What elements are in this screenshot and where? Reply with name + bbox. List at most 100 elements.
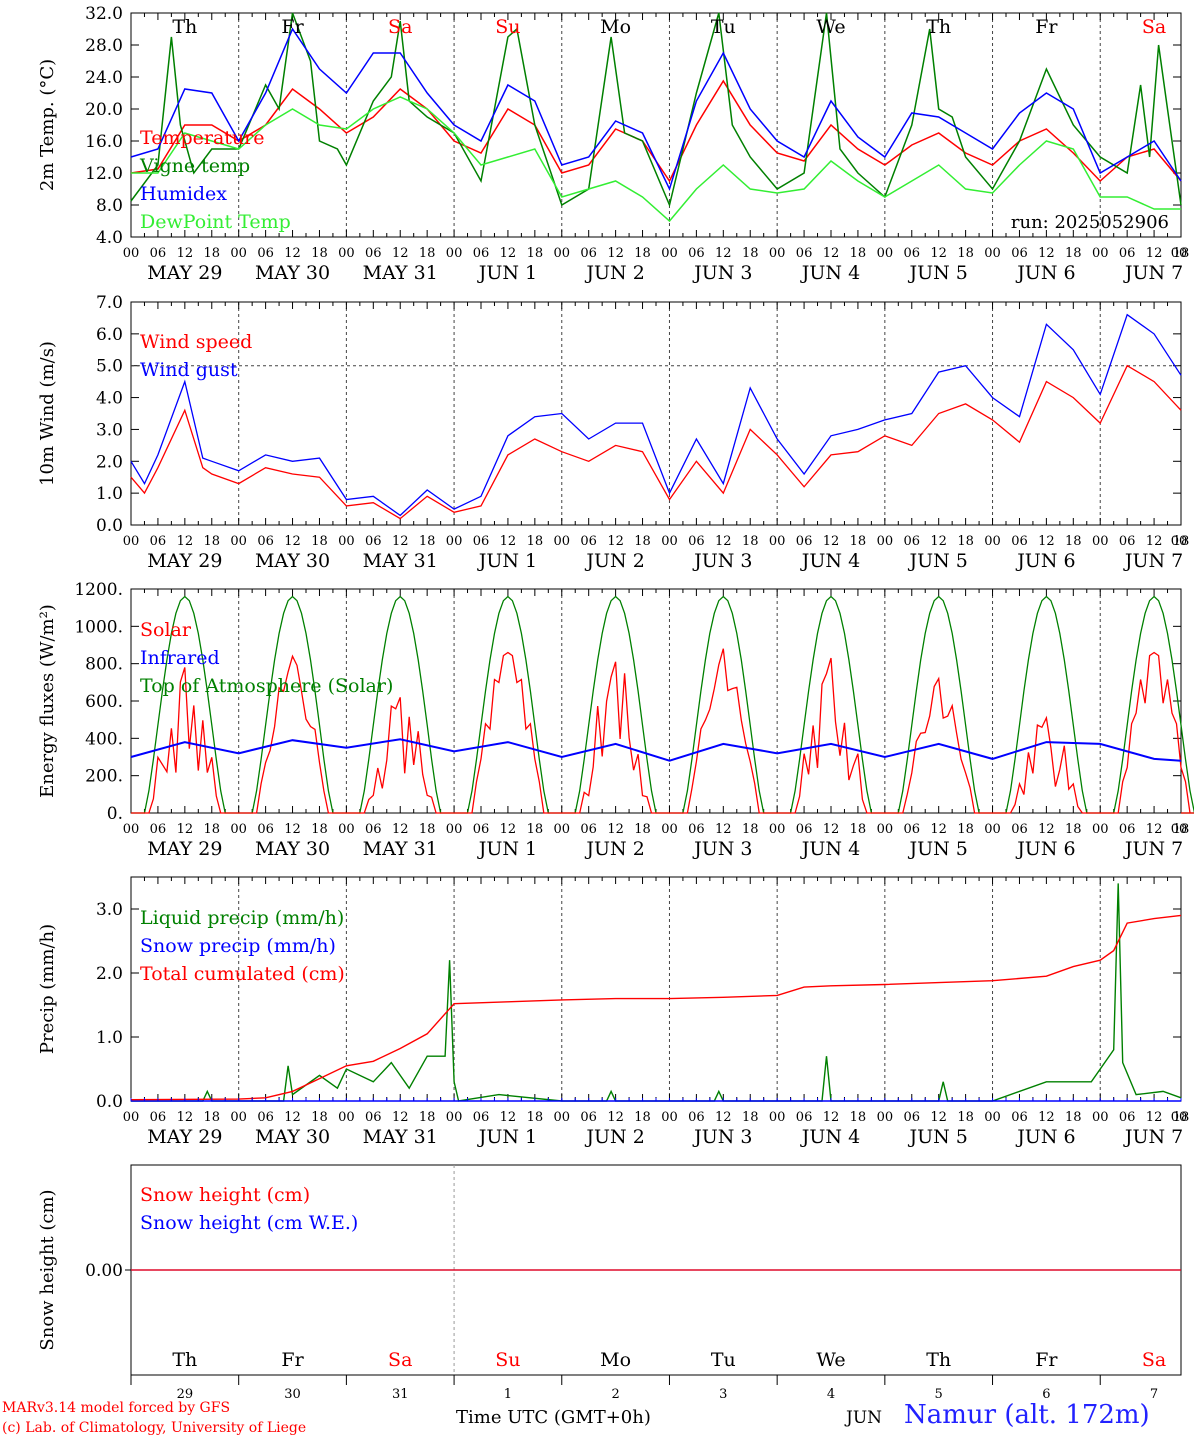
hour-tick-label: 12 <box>1038 246 1055 261</box>
hour-tick-label: 18 <box>203 246 220 261</box>
hour-tick-label: 00 <box>1092 1110 1109 1125</box>
date-label: JUN 6 <box>1015 550 1075 572</box>
series-humidex <box>130 27 1182 192</box>
hour-tick-label: 12 <box>392 1110 409 1125</box>
hour-tick-label: 00 <box>1092 534 1109 549</box>
series-wind-speed <box>130 364 1182 520</box>
date-label: MAY 31 <box>363 550 438 572</box>
day-abbrev: Fr <box>1035 16 1058 38</box>
y-axis-label-5: Snow height (cm) <box>37 1189 58 1350</box>
date-label: JUN 1 <box>477 838 537 860</box>
hour-tick-label: 06 <box>257 246 274 261</box>
hour-tick-label: 06 <box>1119 822 1136 837</box>
hour-tick-label: 06 <box>473 534 490 549</box>
date-label: JUN 7 <box>1123 262 1183 284</box>
hour-tick-label: 06 <box>796 822 813 837</box>
hour-tick-label: 00 <box>877 1110 894 1125</box>
hour-tick-label: 12 <box>930 246 947 261</box>
series-top-of-atmosphere-solar <box>131 595 1194 814</box>
hour-tick-label: 00 <box>769 822 786 837</box>
y-tick-label: 1.0 <box>96 1028 123 1048</box>
hour-tick-label: 12 <box>284 1110 301 1125</box>
hour-tick-label: 00 <box>661 246 678 261</box>
hour-tick-label: 18 <box>527 822 544 837</box>
day-abbrev-bottom: Fr <box>281 1349 304 1371</box>
day-number: 29 <box>177 1387 194 1402</box>
day-abbrev: Mo <box>600 16 631 38</box>
date-label: JUN 7 <box>1123 838 1183 860</box>
date-label: JUN 2 <box>584 838 644 860</box>
hour-tick-label: 00 <box>230 822 247 837</box>
legend-temperature: Temperature <box>140 127 264 149</box>
hour-tick-label: 06 <box>1119 246 1136 261</box>
hour-tick-label: 18 <box>203 1110 220 1125</box>
date-label: MAY 29 <box>147 838 222 860</box>
day-number: 31 <box>392 1387 409 1402</box>
date-label: JUN 3 <box>692 550 752 572</box>
legend-infrared: Infrared <box>140 647 220 669</box>
hour-tick-label: 12 <box>715 246 732 261</box>
run-label: run: 2025052906 <box>1011 212 1169 233</box>
y-tick-label: 5.0 <box>96 357 123 377</box>
date-label: MAY 31 <box>363 1126 438 1148</box>
y-axis-label-1: 2m Temp. (°C) <box>37 59 58 191</box>
y-tick-label: 3.0 <box>96 900 123 920</box>
date-label: JUN 1 <box>477 262 537 284</box>
y-axis-label-4: Precip (mm/h) <box>37 924 58 1054</box>
hour-tick-label: 12 <box>930 1110 947 1125</box>
y-tick-label: 24.0 <box>85 68 123 88</box>
hour-tick-label: 06 <box>580 246 597 261</box>
hour-tick-label: 00 <box>446 822 463 837</box>
hour-tick-label: 12 <box>1146 246 1163 261</box>
date-label: JUN 2 <box>584 262 644 284</box>
hour-tick-label: 00 <box>230 534 247 549</box>
hour-tick-label: 00 <box>553 1110 570 1125</box>
hour-tick-label: 18 <box>957 534 974 549</box>
hour-tick-label: 12 <box>715 822 732 837</box>
hour-tick-label: 06 <box>150 822 167 837</box>
hour-tick-label: 18 <box>311 822 328 837</box>
day-abbrev-bottom: We <box>816 1349 845 1371</box>
series-infrared <box>130 738 1182 762</box>
date-label: MAY 29 <box>147 1126 222 1148</box>
hour-tick-label: 18 <box>634 1110 651 1125</box>
date-label: MAY 31 <box>363 838 438 860</box>
y-tick-label: 20.0 <box>85 100 123 120</box>
day-number: 7 <box>1150 1387 1158 1402</box>
date-label: JUN 6 <box>1015 838 1075 860</box>
legend-vigne-temp: Vigne temp <box>139 155 250 177</box>
hour-tick-label: 12 <box>177 246 194 261</box>
hour-tick-label: 06 <box>150 534 167 549</box>
hour-tick-label: 12 <box>1146 822 1163 837</box>
hour-tick-label: 18 <box>850 1110 867 1125</box>
hour-tick-label: 12 <box>715 534 732 549</box>
hour-tick-label: 00 <box>123 1110 140 1125</box>
panel-frame-2 <box>130 301 1182 526</box>
legend-snow-precip-mm-h: Snow precip (mm/h) <box>140 935 336 957</box>
hour-tick-label: 00 <box>230 1110 247 1125</box>
hour-tick-label: 00 <box>123 822 140 837</box>
hour-tick-label: 00 <box>230 246 247 261</box>
month-label: JUN <box>846 1408 883 1428</box>
hour-tick-label: 12 <box>392 534 409 549</box>
hour-tick-label: 18 <box>203 822 220 837</box>
hour-tick-label: 00 <box>446 1110 463 1125</box>
hour-tick-label: 06 <box>688 246 705 261</box>
date-label: MAY 30 <box>255 262 330 284</box>
date-label: JUN 2 <box>584 550 644 572</box>
series-solar <box>131 648 1194 814</box>
hour-tick-label: 00 <box>123 534 140 549</box>
hour-tick-label: 18 <box>311 246 328 261</box>
hour-tick-label: 12 <box>715 1110 732 1125</box>
panel-frame-3 <box>130 588 1182 814</box>
day-abbrev-bottom: Mo <box>600 1349 631 1371</box>
hour-tick-label: 06 <box>1011 822 1028 837</box>
hour-tick-label: 00 <box>769 534 786 549</box>
date-label: JUN 3 <box>692 1126 752 1148</box>
hour-tick-label: 06 <box>150 1110 167 1125</box>
hour-tick-label: 18 <box>527 534 544 549</box>
y-tick-label: 1200. <box>74 580 123 600</box>
hour-tick-label: 12 <box>177 1110 194 1125</box>
hour-tick-label: 06 <box>365 1110 382 1125</box>
hour-tick-label: 12 <box>177 822 194 837</box>
